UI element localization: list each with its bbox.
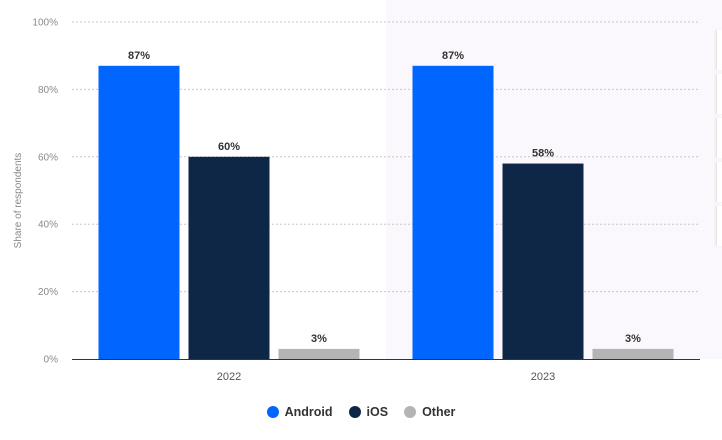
x-tick-label: 2022	[217, 371, 241, 383]
bar-android-2022[interactable]	[98, 65, 180, 359]
data-label-ios-2023: 58%	[532, 148, 554, 160]
legend: Android iOS Other	[0, 405, 722, 419]
y-tick-label: 80%	[38, 85, 58, 96]
bar-ios-2023[interactable]	[502, 163, 584, 359]
data-labels: 87% 60% 3% 87% 58% 3%	[128, 50, 641, 345]
y-tick-label: 0%	[44, 355, 59, 366]
y-axis-title: Share of respondents	[13, 153, 24, 249]
legend-swatch-other	[404, 406, 417, 418]
data-label-ios-2022: 60%	[218, 141, 240, 153]
bars	[98, 65, 674, 359]
legend-item-ios[interactable]: iOS	[348, 405, 389, 419]
x-tick-label: 2023	[531, 371, 555, 383]
side-panel-tab[interactable]	[716, 30, 722, 70]
side-panel-tab[interactable]	[716, 74, 722, 114]
legend-swatch-ios	[348, 406, 361, 418]
y-tick-label: 20%	[38, 287, 58, 298]
x-axis-labels: 2022 2023	[217, 371, 555, 383]
legend-swatch-android	[266, 406, 279, 418]
legend-label-other: Other	[422, 405, 456, 419]
side-panel-tab[interactable]	[716, 118, 722, 158]
data-label-android-2023: 87%	[442, 50, 464, 62]
y-tick-label: 100%	[32, 18, 58, 29]
side-panel-tab[interactable]	[716, 206, 722, 246]
data-label-other-2023: 3%	[625, 333, 641, 345]
legend-label-android: Android	[284, 405, 333, 419]
y-tick-label: 40%	[38, 220, 58, 231]
legend-label-ios: iOS	[366, 405, 389, 419]
legend-item-other[interactable]: Other	[404, 405, 455, 419]
side-panel-tab[interactable]	[716, 162, 722, 202]
data-label-android-2022: 87%	[128, 50, 150, 62]
data-label-other-2022: 3%	[311, 333, 327, 345]
y-tick-label: 60%	[38, 152, 58, 163]
bar-android-2023[interactable]	[412, 65, 494, 359]
legend-item-android[interactable]: Android	[266, 405, 333, 419]
bar-ios-2022[interactable]	[188, 156, 270, 359]
bar-chart: 0% 20% 40% 60% 80% 100% 87% 60% 3% 87% 58% 3% 2022…	[13, 17, 700, 383]
bar-other-2023[interactable]	[592, 348, 674, 359]
bar-other-2022[interactable]	[278, 348, 360, 359]
side-panel-tabs	[716, 30, 722, 250]
